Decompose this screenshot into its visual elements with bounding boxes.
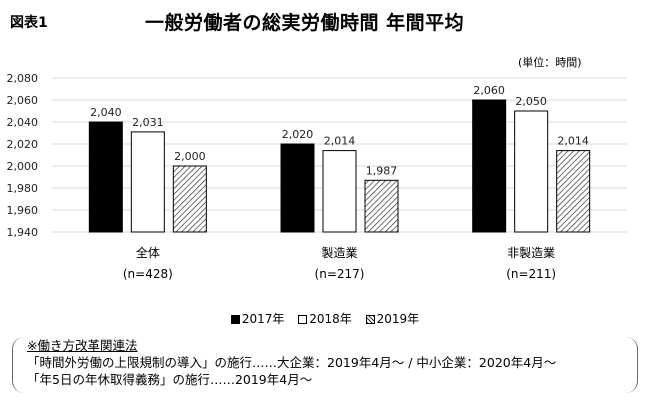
y-tick-label: 2,060 bbox=[7, 94, 39, 107]
data-label: 2,040 bbox=[90, 106, 122, 119]
bar-2017年 bbox=[88, 121, 123, 233]
bar-2017年 bbox=[280, 143, 315, 233]
note-line: 「時間外労働の上限規制の導入」の施行……大企業：2019年4月～ / 中小企業：… bbox=[27, 355, 557, 370]
legend-label: 2018年 bbox=[309, 312, 352, 326]
note-heading: ※働き方改革関連法 bbox=[27, 338, 138, 353]
legend-label: 2017年 bbox=[241, 312, 285, 326]
y-tick-label: 1,940 bbox=[7, 226, 39, 239]
category-sublabel: (n=428) bbox=[123, 267, 173, 281]
category-label: 非製造業 bbox=[507, 246, 555, 260]
legend-swatch-hatched bbox=[365, 315, 375, 324]
figure-label: 図表1 bbox=[10, 15, 48, 31]
legend-item-2017: 2017年 bbox=[230, 312, 285, 326]
data-label: 2,014 bbox=[324, 135, 356, 148]
bar-chart: 1,940 1,960 1,980 2,000 2,020 2,040 2,060 2,080… bbox=[7, 72, 627, 281]
legend-swatch-white bbox=[298, 315, 308, 324]
legend-label: 2019年 bbox=[376, 312, 420, 326]
data-label: 2,060 bbox=[473, 84, 505, 97]
category-sublabel: (n=211) bbox=[506, 267, 556, 281]
y-tick-label: 2,000 bbox=[7, 160, 39, 173]
data-label: 2,050 bbox=[515, 95, 547, 108]
category-label: 製造業 bbox=[321, 246, 357, 260]
y-tick-label: 2,080 bbox=[7, 72, 39, 85]
bar-2019年 bbox=[364, 179, 399, 233]
bar-2018年 bbox=[130, 131, 165, 233]
bar-2018年 bbox=[322, 150, 357, 233]
bar-2018年 bbox=[514, 110, 549, 233]
y-tick-label: 1,980 bbox=[7, 182, 39, 195]
data-label: 1,987 bbox=[366, 164, 398, 177]
bar-2019年 bbox=[172, 165, 207, 233]
unit-label: (単位：時間) bbox=[518, 56, 582, 69]
data-label: 2,031 bbox=[132, 116, 164, 129]
legend-swatch-solid bbox=[230, 315, 240, 324]
data-label: 2,020 bbox=[282, 128, 314, 141]
y-tick-label: 2,040 bbox=[7, 116, 39, 129]
category-label: 全体 bbox=[136, 245, 160, 260]
y-tick-label: 1,960 bbox=[7, 204, 39, 217]
note-line: 「年5日の年休取得義務」の施行……2019年4月～ bbox=[27, 372, 313, 387]
chart-title: 一般労働者の総実労働時間 年間平均 bbox=[145, 12, 465, 34]
legend-item-2018: 2018年 bbox=[298, 312, 352, 326]
y-tick-label: 2,020 bbox=[7, 138, 39, 151]
bar-2019年 bbox=[556, 150, 591, 233]
data-label: 2,014 bbox=[557, 135, 589, 148]
legend-item-2019: 2019年 bbox=[365, 312, 420, 326]
legend: 2017年 2018年 2019年 bbox=[0, 310, 650, 327]
note-box: ※働き方改革関連法 「時間外労働の上限規制の導入」の施行……大企業：2019年4… bbox=[12, 337, 638, 393]
data-label: 2,000 bbox=[174, 150, 206, 163]
category-sublabel: (n=217) bbox=[315, 267, 365, 281]
bar-2017年 bbox=[472, 99, 507, 233]
